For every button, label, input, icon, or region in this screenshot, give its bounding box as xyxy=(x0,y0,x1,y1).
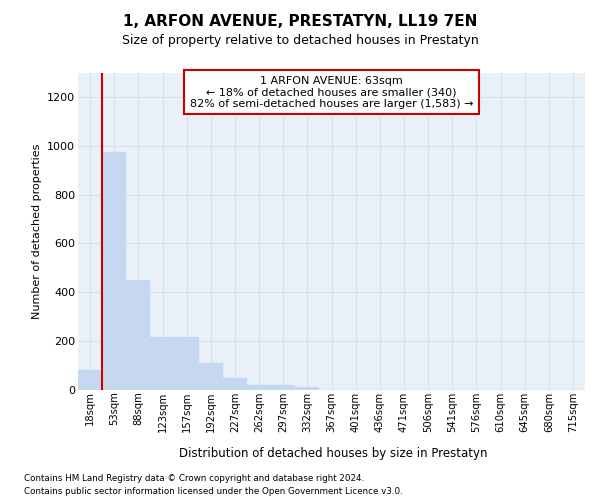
Bar xyxy=(199,363,223,390)
Text: Contains HM Land Registry data © Crown copyright and database right 2024.: Contains HM Land Registry data © Crown c… xyxy=(24,474,364,483)
Bar xyxy=(126,280,151,390)
Text: Contains public sector information licensed under the Open Government Licence v3: Contains public sector information licen… xyxy=(24,488,403,496)
Bar xyxy=(247,384,271,390)
Text: Size of property relative to detached houses in Prestatyn: Size of property relative to detached ho… xyxy=(122,34,478,47)
Text: Distribution of detached houses by size in Prestatyn: Distribution of detached houses by size … xyxy=(179,448,487,460)
Bar xyxy=(78,370,102,390)
Y-axis label: Number of detached properties: Number of detached properties xyxy=(32,144,41,319)
Bar xyxy=(271,385,295,390)
Bar xyxy=(295,387,319,390)
Bar xyxy=(175,338,199,390)
Bar xyxy=(151,338,175,390)
Bar xyxy=(223,378,247,390)
Text: 1 ARFON AVENUE: 63sqm
← 18% of detached houses are smaller (340)
82% of semi-det: 1 ARFON AVENUE: 63sqm ← 18% of detached … xyxy=(190,76,473,109)
Bar xyxy=(102,152,126,390)
Text: 1, ARFON AVENUE, PRESTATYN, LL19 7EN: 1, ARFON AVENUE, PRESTATYN, LL19 7EN xyxy=(123,14,477,29)
